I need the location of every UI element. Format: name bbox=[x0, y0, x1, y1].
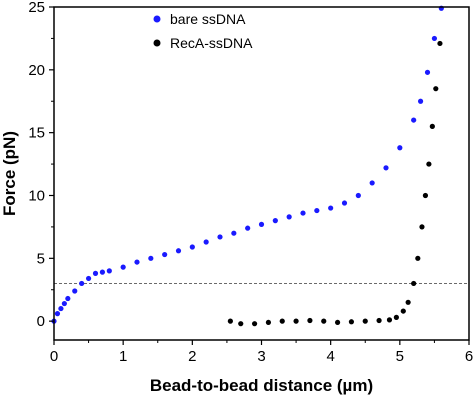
data-point-reca-ssdna bbox=[386, 317, 393, 323]
legend-label-bare-ssdna: bare ssDNA bbox=[170, 11, 246, 27]
x-tick-label: 2 bbox=[188, 348, 196, 365]
plot-frame bbox=[53, 6, 470, 341]
data-point-bare-ssdna bbox=[258, 221, 265, 227]
data-point-bare-ssdna bbox=[61, 300, 67, 307]
data-point-reca-ssdna bbox=[307, 317, 313, 324]
data-point-reca-ssdna bbox=[376, 317, 382, 324]
data-point-bare-ssdna bbox=[54, 311, 61, 317]
data-point-bare-ssdna bbox=[120, 264, 126, 270]
legend-marker-reca-ssdna bbox=[153, 39, 161, 47]
data-point-bare-ssdna bbox=[341, 200, 348, 206]
x-tick-label: 4 bbox=[326, 348, 334, 365]
y-axis-title: Force (pN) bbox=[0, 131, 19, 216]
data-point-reca-ssdna bbox=[393, 314, 399, 320]
data-point-bare-ssdna bbox=[85, 275, 92, 282]
x-tick-label: 6 bbox=[465, 348, 473, 365]
data-point-reca-ssdna bbox=[348, 319, 355, 325]
data-point-bare-ssdna bbox=[99, 269, 106, 275]
data-point-bare-ssdna bbox=[417, 98, 424, 104]
data-point-bare-ssdna bbox=[286, 214, 292, 220]
data-point-bare-ssdna bbox=[328, 205, 334, 211]
data-point-reca-ssdna bbox=[400, 308, 406, 314]
y-tick-label: 20 bbox=[28, 62, 45, 79]
data-point-bare-ssdna bbox=[65, 295, 71, 302]
x-axis-ticks: 0 1 2 3 4 5 6 bbox=[50, 340, 473, 365]
data-point-bare-ssdna bbox=[79, 280, 85, 287]
data-point-bare-ssdna bbox=[431, 35, 438, 42]
data-point-reca-ssdna bbox=[227, 318, 233, 324]
data-point-bare-ssdna bbox=[72, 288, 78, 294]
y-tick-label: 0 bbox=[37, 313, 45, 330]
data-point-reca-ssdna bbox=[265, 319, 272, 326]
data-point-bare-ssdna bbox=[134, 259, 140, 265]
data-point-reca-ssdna bbox=[429, 123, 435, 129]
data-point-bare-ssdna bbox=[272, 218, 278, 224]
data-point-bare-ssdna bbox=[148, 255, 154, 261]
x-tick-label: 0 bbox=[50, 348, 58, 365]
data-point-bare-ssdna bbox=[175, 248, 182, 254]
data-point-reca-ssdna bbox=[437, 40, 443, 47]
data-point-bare-ssdna bbox=[189, 244, 195, 250]
data-point-reca-ssdna bbox=[251, 321, 258, 327]
legend-label-reca-ssdna: RecA-ssDNA bbox=[170, 35, 253, 51]
data-point-reca-ssdna bbox=[433, 86, 439, 92]
data-point-bare-ssdna bbox=[217, 234, 223, 240]
data-point-reca-ssdna bbox=[293, 318, 299, 324]
y-axis-ticks: 0 5 10 15 20 25 bbox=[28, 0, 54, 330]
data-series-layer bbox=[51, 5, 444, 327]
data-point-bare-ssdna bbox=[300, 210, 306, 216]
data-point-bare-ssdna bbox=[58, 305, 64, 312]
data-point-reca-ssdna bbox=[419, 224, 425, 230]
data-point-bare-ssdna bbox=[411, 117, 417, 123]
x-tick-label: 5 bbox=[396, 348, 404, 365]
data-point-bare-ssdna bbox=[424, 69, 431, 75]
data-point-reca-ssdna bbox=[321, 318, 327, 324]
data-point-bare-ssdna bbox=[314, 207, 320, 214]
data-point-reca-ssdna bbox=[405, 299, 411, 305]
x-tick-label: 1 bbox=[119, 348, 127, 365]
data-point-reca-ssdna bbox=[422, 192, 429, 199]
y-tick-label: 5 bbox=[37, 250, 45, 267]
data-point-reca-ssdna bbox=[426, 161, 432, 167]
data-point-reca-ssdna bbox=[362, 318, 368, 324]
data-point-bare-ssdna bbox=[397, 145, 403, 151]
data-point-reca-ssdna bbox=[411, 280, 417, 287]
legend-marker-bare-ssdna bbox=[153, 15, 161, 23]
y-tick-label: 10 bbox=[28, 187, 45, 204]
data-point-bare-ssdna bbox=[383, 165, 389, 171]
legend: bare ssDNA RecA-ssDNA bbox=[153, 11, 253, 51]
data-point-bare-ssdna bbox=[106, 268, 112, 274]
y-tick-label: 25 bbox=[28, 0, 45, 16]
series-reca-ssdna bbox=[227, 40, 443, 327]
data-point-reca-ssdna bbox=[238, 321, 244, 327]
data-point-reca-ssdna bbox=[415, 255, 421, 261]
data-point-bare-ssdna bbox=[92, 270, 99, 276]
data-point-bare-ssdna bbox=[231, 230, 237, 236]
data-point-reca-ssdna bbox=[334, 319, 341, 326]
data-point-bare-ssdna bbox=[203, 239, 209, 245]
series-bare-ssdna bbox=[51, 5, 444, 324]
x-tick-label: 3 bbox=[257, 348, 265, 365]
data-point-bare-ssdna bbox=[369, 180, 375, 186]
data-point-bare-ssdna bbox=[245, 225, 251, 231]
data-point-bare-ssdna bbox=[162, 251, 168, 258]
y-tick-label: 15 bbox=[28, 125, 45, 142]
data-point-reca-ssdna bbox=[279, 318, 285, 324]
x-axis-title: Bead-to-bead distance (µm) bbox=[150, 376, 373, 395]
data-point-bare-ssdna bbox=[355, 192, 361, 199]
